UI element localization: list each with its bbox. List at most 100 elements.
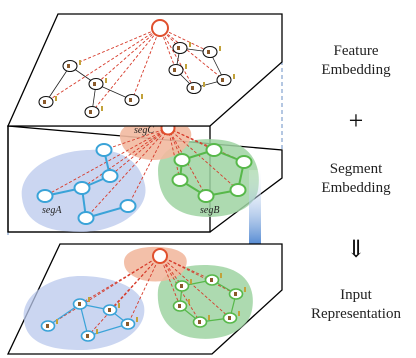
segB-nodes bbox=[171, 143, 253, 203]
segment-link bbox=[103, 127, 169, 151]
feature-link bbox=[159, 27, 211, 53]
input-representation-label: Input Representation bbox=[296, 286, 416, 324]
segment-link bbox=[167, 127, 245, 163]
input-segA-region bbox=[23, 276, 145, 350]
segA-nodes bbox=[36, 143, 137, 225]
feature-root-node bbox=[151, 19, 169, 37]
input-glyph bbox=[46, 324, 49, 328]
feature-link bbox=[95, 27, 161, 85]
feature-tick bbox=[219, 46, 221, 51]
segB-node bbox=[229, 183, 247, 197]
segA-node bbox=[119, 199, 137, 213]
segB-node bbox=[173, 153, 191, 167]
input-nodes bbox=[40, 273, 246, 342]
input-representation-line1: Input bbox=[340, 287, 372, 303]
feature-glyph bbox=[43, 100, 46, 104]
segment-link bbox=[167, 127, 215, 151]
input-glyph bbox=[108, 308, 111, 312]
feature-link bbox=[45, 27, 161, 103]
input-link bbox=[109, 255, 161, 311]
feature-embedding-line2: Embedding bbox=[321, 62, 391, 78]
segment-plane: segA segB segC bbox=[7, 40, 283, 236]
input-tick bbox=[56, 319, 58, 324]
segment-embedding-line2: Embedding bbox=[321, 180, 391, 196]
segA-node bbox=[95, 143, 113, 157]
combine-arrow-shaft bbox=[249, 170, 261, 246]
input-tick bbox=[88, 297, 90, 302]
feature-tick bbox=[79, 60, 81, 65]
input-tick bbox=[190, 279, 192, 284]
input-glyph bbox=[210, 278, 213, 282]
feature-link bbox=[91, 27, 161, 113]
segC-label: segC bbox=[134, 125, 154, 136]
feature-tick bbox=[203, 82, 205, 87]
segB-node bbox=[235, 155, 253, 169]
feature-link bbox=[69, 27, 161, 67]
feature-link bbox=[131, 27, 161, 101]
segment-embedding-label: Segment Embedding bbox=[296, 160, 416, 198]
segment-link bbox=[81, 127, 169, 189]
input-glyph bbox=[228, 316, 231, 320]
segA-node bbox=[101, 169, 119, 183]
feature-link bbox=[159, 27, 225, 81]
segment-link bbox=[85, 127, 169, 219]
segment-link bbox=[167, 127, 181, 181]
input-link bbox=[159, 255, 181, 307]
input-tick bbox=[208, 315, 210, 320]
segB-node bbox=[171, 173, 189, 187]
input-link bbox=[127, 255, 161, 325]
feature-embedding-label: Feature Embedding bbox=[296, 42, 416, 80]
segA-node bbox=[73, 181, 91, 195]
feature-glyph bbox=[173, 68, 176, 72]
input-tick bbox=[96, 329, 98, 334]
segA-label: segA bbox=[42, 205, 62, 216]
feature-plane bbox=[6, 13, 283, 127]
feature-tick bbox=[185, 64, 187, 69]
input-glyph bbox=[178, 304, 181, 308]
feature-glyph bbox=[67, 64, 70, 68]
input-link bbox=[159, 255, 213, 281]
input-glyph bbox=[86, 334, 89, 338]
input-tick bbox=[238, 311, 240, 316]
input-glyph bbox=[180, 284, 183, 288]
plus-sign: + bbox=[348, 106, 364, 135]
input-glyph bbox=[234, 292, 237, 296]
segA-node bbox=[36, 189, 54, 203]
feature-embedding-line1: Feature bbox=[333, 43, 379, 59]
feature-glyph bbox=[177, 46, 180, 50]
input-tick bbox=[244, 287, 246, 292]
segment-link bbox=[167, 127, 239, 191]
input-glyph bbox=[126, 322, 129, 326]
segment-embedding-line1: Segment bbox=[329, 161, 383, 177]
feature-tick bbox=[105, 78, 107, 83]
input-representation-line2: Representation bbox=[311, 306, 401, 322]
segB-label: segB bbox=[200, 205, 219, 216]
feature-glyph bbox=[129, 98, 132, 102]
input-tick bbox=[136, 317, 138, 322]
double-down-arrow: ⇓ bbox=[345, 237, 367, 263]
segment-link bbox=[167, 127, 207, 197]
feature-tick bbox=[55, 96, 57, 101]
segment-links bbox=[44, 127, 245, 219]
input-link bbox=[159, 255, 237, 295]
input-link bbox=[159, 255, 201, 323]
feature-tick bbox=[141, 94, 143, 99]
feature-glyph bbox=[89, 110, 92, 114]
input-plane bbox=[6, 243, 283, 355]
feature-link bbox=[159, 27, 195, 89]
feature-glyph bbox=[191, 86, 194, 90]
feature-plane-face bbox=[6, 13, 283, 127]
input-tick bbox=[220, 273, 222, 278]
feature-tick bbox=[101, 106, 103, 111]
segB-node bbox=[197, 189, 215, 203]
feature-tick bbox=[233, 74, 235, 79]
feature-nodes bbox=[38, 41, 235, 119]
feature-glyph bbox=[221, 78, 224, 82]
segA-node bbox=[77, 211, 95, 225]
input-link bbox=[79, 255, 161, 305]
segment-link bbox=[109, 127, 169, 177]
input-glyph bbox=[78, 302, 81, 306]
feature-glyph bbox=[207, 50, 210, 54]
input-root-node bbox=[152, 248, 168, 264]
